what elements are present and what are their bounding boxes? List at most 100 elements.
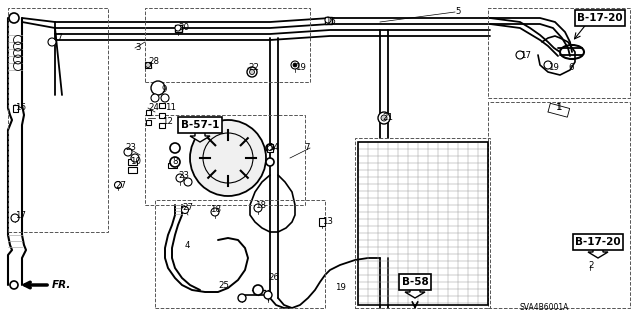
Circle shape [247, 67, 257, 77]
Circle shape [10, 281, 18, 289]
Circle shape [182, 206, 189, 213]
Bar [127, 159, 136, 165]
Bar [355, 138, 490, 308]
Bar [155, 200, 325, 308]
Bar [168, 162, 177, 167]
Text: 19: 19 [295, 63, 306, 72]
Text: 19: 19 [548, 63, 559, 72]
Circle shape [151, 81, 165, 95]
Text: 8: 8 [172, 158, 177, 167]
Polygon shape [190, 130, 210, 142]
Text: 17: 17 [520, 50, 531, 60]
Text: 23: 23 [125, 144, 136, 152]
Circle shape [268, 145, 273, 151]
Text: B-17-20: B-17-20 [577, 13, 623, 23]
Circle shape [544, 61, 552, 69]
Text: 16: 16 [15, 103, 26, 113]
Circle shape [293, 63, 297, 67]
Text: 24: 24 [148, 103, 159, 113]
Text: 26: 26 [268, 273, 279, 283]
Circle shape [48, 38, 56, 46]
Text: 15: 15 [325, 18, 336, 26]
Text: 1: 1 [556, 103, 561, 113]
Text: 1: 1 [555, 102, 561, 112]
Text: 12: 12 [162, 117, 173, 127]
Bar [358, 142, 488, 305]
Circle shape [264, 291, 272, 299]
Text: SVA4B6001A: SVA4B6001A [520, 303, 570, 313]
Bar [159, 113, 165, 117]
Circle shape [250, 70, 255, 75]
Circle shape [378, 112, 390, 124]
Circle shape [238, 294, 246, 302]
Circle shape [170, 157, 180, 167]
Text: 25: 25 [218, 280, 229, 290]
Bar [175, 25, 182, 32]
Bar [488, 8, 630, 98]
Bar [548, 103, 570, 117]
Bar [267, 144, 273, 152]
Bar [319, 218, 325, 226]
Text: 7: 7 [305, 144, 310, 152]
Circle shape [115, 182, 122, 189]
Text: 17: 17 [15, 211, 26, 219]
Circle shape [170, 143, 180, 153]
Text: 3: 3 [135, 43, 141, 53]
Text: 27: 27 [115, 181, 126, 189]
Bar [8, 8, 108, 232]
Text: 4: 4 [185, 241, 191, 249]
Circle shape [291, 61, 299, 69]
Circle shape [9, 13, 19, 23]
Circle shape [266, 144, 274, 152]
Text: 9: 9 [162, 85, 168, 94]
Text: 23: 23 [178, 170, 189, 180]
Text: 2: 2 [588, 261, 593, 270]
Circle shape [211, 208, 219, 216]
Text: FR.: FR. [52, 280, 72, 290]
Text: B-57-1: B-57-1 [181, 120, 219, 130]
Text: B-17-20: B-17-20 [575, 237, 621, 247]
Text: 5: 5 [455, 8, 461, 17]
Text: 17: 17 [52, 33, 63, 42]
Circle shape [151, 94, 159, 102]
Circle shape [161, 94, 169, 102]
Text: 20: 20 [178, 24, 189, 33]
Bar [13, 105, 17, 112]
Bar [127, 167, 136, 173]
Circle shape [184, 178, 192, 186]
Bar [145, 115, 305, 205]
Text: 19: 19 [335, 284, 346, 293]
Polygon shape [405, 288, 425, 298]
Circle shape [131, 154, 139, 162]
Circle shape [254, 204, 262, 212]
Text: 28: 28 [148, 57, 159, 66]
Bar [145, 109, 150, 115]
Circle shape [124, 148, 132, 156]
Circle shape [381, 115, 387, 121]
Bar [324, 17, 332, 24]
Bar [159, 102, 165, 108]
Text: 27: 27 [182, 204, 193, 212]
Text: 21: 21 [382, 114, 393, 122]
Circle shape [325, 17, 331, 23]
Circle shape [175, 25, 181, 31]
Text: 13: 13 [322, 218, 333, 226]
Circle shape [266, 158, 274, 166]
Bar [145, 120, 150, 124]
Polygon shape [588, 248, 608, 258]
Text: B-58: B-58 [402, 277, 428, 287]
Text: 22: 22 [248, 63, 259, 72]
Text: 18: 18 [255, 201, 266, 210]
Bar [488, 102, 630, 308]
Text: 14: 14 [268, 144, 279, 152]
Circle shape [190, 120, 266, 196]
Circle shape [145, 63, 150, 68]
Text: 6: 6 [568, 63, 573, 72]
Circle shape [253, 285, 263, 295]
Text: 18: 18 [210, 205, 221, 214]
Text: 11: 11 [165, 103, 176, 113]
Bar [145, 62, 151, 68]
Circle shape [176, 174, 184, 182]
Bar [159, 122, 165, 128]
Circle shape [11, 214, 19, 222]
